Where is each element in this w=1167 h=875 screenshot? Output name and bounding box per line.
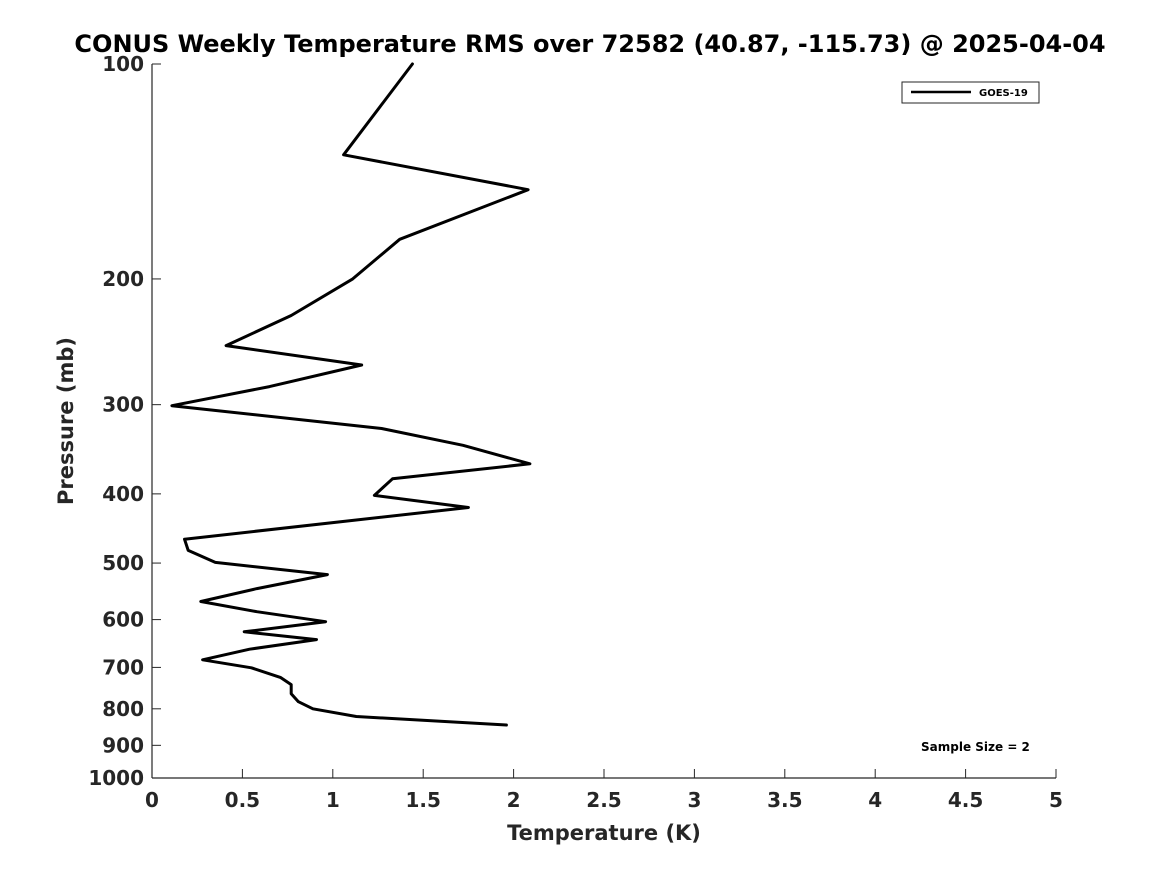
x-tick-label: 1: [326, 788, 340, 812]
x-axis-label: Temperature (K): [507, 821, 701, 845]
y-axis-label: Pressure (mb): [54, 337, 78, 505]
x-tick-label: 0: [145, 788, 159, 812]
x-tick-label: 4.5: [948, 788, 983, 812]
x-tick-label: 4: [868, 788, 882, 812]
x-tick-label: 2: [507, 788, 521, 812]
x-tick-label: 3.5: [767, 788, 802, 812]
x-tick-label: 2.5: [586, 788, 621, 812]
x-tick-label: 0.5: [225, 788, 260, 812]
axes: [151, 64, 1056, 779]
y-tick-label: 200: [102, 267, 144, 291]
series-line-goes-19: [170, 62, 532, 727]
x-tick-label: 1.5: [405, 788, 440, 812]
x-ticks: 0 0.5 1 1.5 2 2.5 3 3.5 4 4.5 5: [145, 769, 1063, 812]
legend-label-goes-19: GOES-19: [979, 88, 1028, 99]
series-layer: [170, 62, 532, 727]
y-tick-label: 600: [102, 608, 144, 632]
y-tick-label: 500: [102, 551, 144, 575]
y-tick-label: 700: [102, 655, 144, 679]
x-tick-label: 5: [1049, 788, 1063, 812]
y-tick-label: 900: [102, 733, 144, 757]
y-ticks: 100 200 300 400 500 600 700 800 900 1000: [88, 52, 161, 790]
x-tick-label: 3: [687, 788, 701, 812]
chart-title: CONUS Weekly Temperature RMS over 72582 …: [74, 30, 1105, 58]
y-tick-label: 800: [102, 697, 144, 721]
y-tick-label: 100: [102, 52, 144, 76]
y-tick-label: 400: [102, 482, 144, 506]
y-tick-label: 300: [102, 393, 144, 417]
y-tick-label: 1000: [88, 766, 144, 790]
sample-size-annotation: Sample Size = 2: [921, 740, 1030, 754]
legend: GOES-19: [901, 81, 1040, 104]
